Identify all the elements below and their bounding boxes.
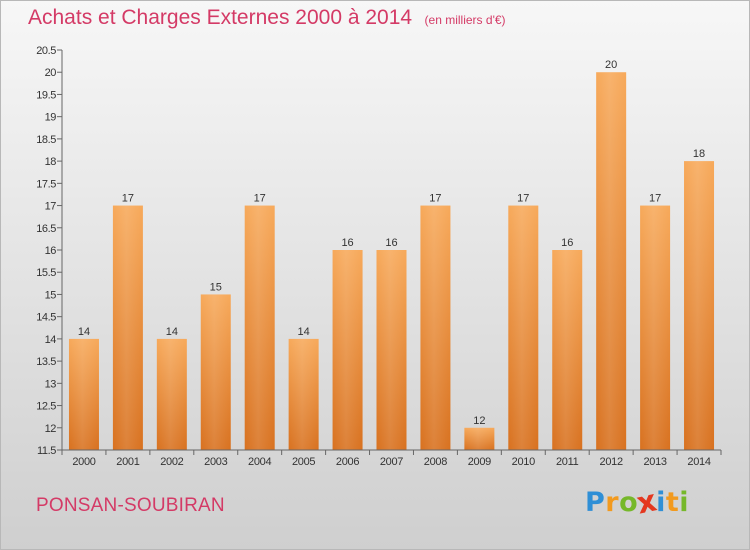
y-tick-label: 11.5 (37, 445, 56, 457)
bar-highlight (244, 205, 275, 450)
logo-letter: i (679, 487, 690, 518)
x-tick-label: 2001 (116, 456, 139, 468)
y-tick-label: 16.5 (36, 223, 56, 235)
value-label: 16 (385, 237, 397, 249)
y-tick-label: 18 (45, 156, 57, 168)
x-tick-label: 2013 (643, 456, 666, 468)
value-label: 15 (210, 281, 222, 293)
value-label: 20 (605, 59, 617, 71)
location-name: PONSAN-SOUBIRAN (36, 495, 225, 516)
x-tick-label: 2012 (600, 456, 623, 468)
bar-highlight (288, 338, 319, 450)
value-label: 17 (649, 193, 661, 205)
chart-title: Achats et Charges Externes 2000 à 2014 (28, 6, 413, 29)
x-tick-label: 2009 (468, 456, 491, 468)
value-label: 17 (517, 193, 529, 205)
value-label: 17 (122, 193, 134, 205)
value-label: 17 (429, 193, 441, 205)
logo-letter: i (656, 487, 666, 518)
value-label: 14 (298, 326, 310, 338)
x-tick-label: 2002 (160, 456, 183, 468)
x-tick-label: 2011 (556, 456, 579, 468)
value-label: 14 (78, 326, 90, 338)
x-tick-label: 2008 (424, 456, 447, 468)
chart-header: Achats et Charges Externes 2000 à 2014 (… (28, 6, 506, 30)
y-tick-label: 20.5 (36, 45, 56, 57)
y-tick-label: 12 (45, 423, 57, 435)
y-tick-label: 13 (45, 378, 57, 390)
bar-highlight (464, 427, 495, 450)
bar-highlight (200, 294, 231, 450)
value-label: 12 (473, 415, 485, 427)
value-label: 17 (254, 193, 266, 205)
y-tick-label: 14 (45, 334, 57, 346)
bar-highlight (684, 161, 715, 450)
y-tick-label: 17.5 (36, 178, 56, 190)
bar-highlight (68, 338, 99, 450)
y-tick-label: 16 (45, 245, 57, 257)
bar-highlight (640, 205, 671, 450)
bar-highlight (508, 205, 539, 450)
x-tick-label: 2000 (72, 456, 95, 468)
bar-highlight (156, 338, 187, 450)
y-tick-label: 19.5 (36, 89, 56, 101)
logo-letter: r (605, 487, 620, 518)
x-tick-label: 2003 (204, 456, 227, 468)
proxiti-logo: Proxiti (585, 484, 690, 521)
y-tick-label: 15.5 (36, 267, 56, 279)
x-tick-label: 2006 (336, 456, 359, 468)
bar-highlight (420, 205, 451, 450)
y-tick-label: 17 (45, 201, 57, 213)
bar-highlight (112, 205, 143, 450)
bar-highlight (332, 250, 363, 450)
x-tick-label: 2004 (248, 456, 271, 468)
x-tick-label: 2010 (512, 456, 535, 468)
value-label: 18 (693, 148, 705, 160)
x-tick-label: 2005 (292, 456, 315, 468)
y-tick-label: 13.5 (36, 356, 56, 368)
bar-highlight (376, 250, 407, 450)
x-tick-label: 2007 (380, 456, 403, 468)
logo-letter: t (665, 487, 680, 518)
bar-highlight (596, 72, 627, 450)
bar-highlight (552, 250, 583, 450)
y-tick-label: 19 (45, 112, 57, 124)
y-tick-label: 15 (45, 289, 57, 301)
logo-letter: o (619, 487, 639, 518)
value-label: 16 (341, 237, 353, 249)
logo-letter: P (585, 487, 606, 518)
y-tick-label: 20 (45, 67, 57, 79)
y-tick-label: 12.5 (36, 401, 56, 413)
value-label: 14 (166, 326, 178, 338)
y-tick-label: 14.5 (36, 312, 56, 324)
x-tick-label: 2014 (687, 456, 710, 468)
value-label: 16 (561, 237, 573, 249)
y-tick-label: 18.5 (36, 134, 56, 146)
chart-subtitle: (en milliers d'€) (424, 13, 506, 27)
